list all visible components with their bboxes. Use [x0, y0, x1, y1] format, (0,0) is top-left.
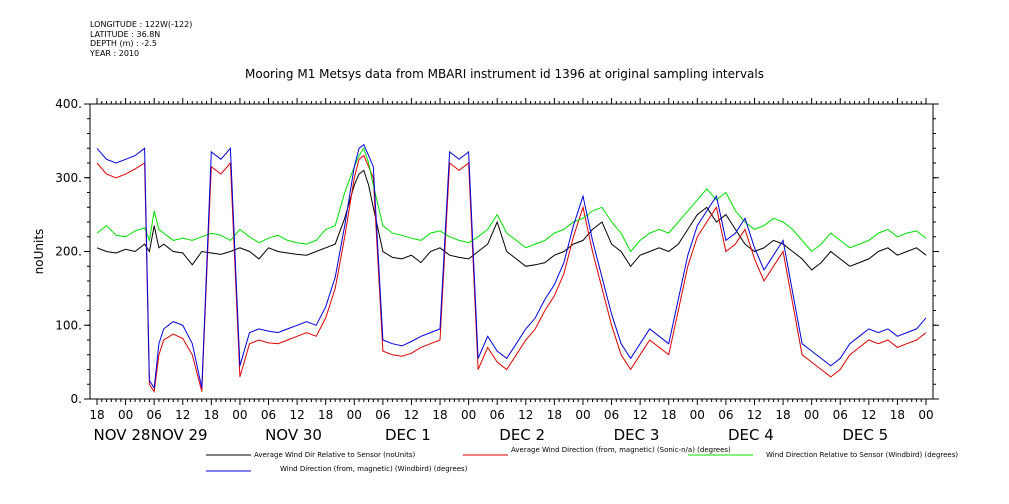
x-tick-label: 06: [718, 408, 733, 422]
x-tick-label: 18: [547, 408, 562, 422]
x-tick-label: 06: [261, 408, 276, 422]
x-date-label: NOV 28: [94, 426, 151, 444]
x-tick-label: 00: [461, 408, 476, 422]
x-tick-label: 00: [918, 408, 933, 422]
y-tick-label: 400.: [55, 97, 82, 111]
y-tick-label: 0.: [71, 392, 82, 406]
x-tick-label: 06: [375, 408, 390, 422]
x-tick-label: 06: [147, 408, 162, 422]
x-date-label: NOV 29: [151, 426, 208, 444]
x-tick-label: 06: [490, 408, 505, 422]
x-tick-label: 18: [318, 408, 333, 422]
series-line-0: [96, 169, 927, 271]
x-tick-label: 00: [347, 408, 362, 422]
x-tick-label: 18: [89, 408, 104, 422]
legend-entry: Wind Direction Relative to Sensor (Windb…: [766, 451, 958, 459]
x-date-label: NOV 30: [265, 426, 322, 444]
x-tick-label: 18: [204, 408, 219, 422]
x-tick-label: 18: [775, 408, 790, 422]
x-date-label: DEC 4: [728, 426, 774, 444]
y-tick-label: 100.: [55, 318, 82, 332]
meta-latitude: LATITUDE : 36.8N: [90, 29, 161, 39]
x-tick-label: 00: [690, 408, 705, 422]
series-line-2: [96, 147, 927, 253]
x-date-label: DEC 1: [385, 426, 431, 444]
legend-entry: Wind Direction (from, magnetic) (Windbir…: [280, 465, 468, 473]
y-tick-label: 300.: [55, 171, 82, 185]
x-date-label: DEC 5: [842, 426, 888, 444]
x-tick-label: 12: [632, 408, 647, 422]
legend-entry: Average Wind Dir Relative to Sensor (noU…: [254, 451, 415, 459]
x-tick-label: 12: [404, 408, 419, 422]
x-tick-label: 00: [232, 408, 247, 422]
meta-year: YEAR : 2010: [90, 48, 140, 58]
meta-depth: DEPTH (m) : -2.5: [90, 39, 157, 48]
x-tick-label: 00: [575, 408, 590, 422]
x-tick-label: 00: [804, 408, 819, 422]
x-tick-label: 12: [289, 408, 304, 422]
chart-title: Mooring M1 Metsys data from MBARI instru…: [245, 67, 764, 81]
x-date-label: DEC 2: [499, 426, 545, 444]
x-date-label: DEC 3: [614, 426, 660, 444]
series-line-3: [96, 143, 927, 390]
x-tick-label: 12: [518, 408, 533, 422]
metadata-block: LONGITUDE : 122W(-122) LATITUDE : 36.8N …: [90, 20, 192, 58]
x-tick-label: 18: [661, 408, 676, 422]
y-tick-label: 200.: [55, 245, 82, 259]
x-tick-label: 12: [175, 408, 190, 422]
x-tick-label: 06: [604, 408, 619, 422]
legend-entry: Average Wind Direction (from, magnetic) …: [511, 446, 731, 454]
y-axis-label: noUnits: [32, 229, 46, 275]
x-tick-label: 06: [833, 408, 848, 422]
x-tick-label: 12: [747, 408, 762, 422]
series-line-1: [96, 154, 927, 394]
meta-longitude: LONGITUDE : 122W(-122): [90, 20, 193, 29]
x-tick-label: 18: [890, 408, 905, 422]
x-tick-label: 12: [861, 408, 876, 422]
x-tick-label: 18: [432, 408, 447, 422]
plot-frame: [89, 103, 934, 400]
x-tick-label: 00: [118, 408, 133, 422]
